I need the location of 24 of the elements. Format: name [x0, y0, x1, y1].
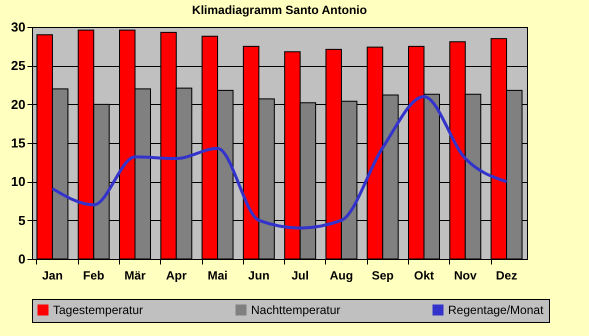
- y-tick-label: 10: [11, 174, 26, 190]
- y-tick-label: 0: [18, 252, 26, 266]
- line-series: [50, 95, 508, 230]
- x-tick-label: Aug: [330, 268, 354, 282]
- x-tick-label: Mai: [208, 268, 228, 282]
- x-tick-label: Apr: [166, 268, 187, 282]
- y-tick-label: 30: [11, 20, 26, 34]
- legend-label: Tagestemperatur: [53, 303, 144, 317]
- x-tick-label: Jul: [291, 268, 309, 282]
- x-tick-label: Nov: [454, 268, 477, 282]
- y-tick-label: 15: [11, 136, 26, 150]
- y-tick-label: 25: [11, 58, 26, 74]
- x-tick-label: Mär: [124, 268, 146, 282]
- y-tick-label: 5: [18, 212, 26, 228]
- x-tick-label: Jun: [248, 268, 270, 282]
- y-tick-label: 20: [11, 96, 26, 112]
- legend-label: Nachttemperatur: [251, 303, 340, 317]
- x-tick-label: Feb: [83, 268, 104, 282]
- x-tick-label: Jan: [42, 268, 63, 282]
- x-tick-label: Dez: [496, 268, 518, 282]
- x-tick-label: Okt: [414, 268, 434, 282]
- chart-title: Klimadiagramm Santo Antonio: [192, 3, 367, 17]
- x-tick-label: Sep: [372, 268, 394, 282]
- legend-label: Regentage/Monat: [448, 303, 544, 317]
